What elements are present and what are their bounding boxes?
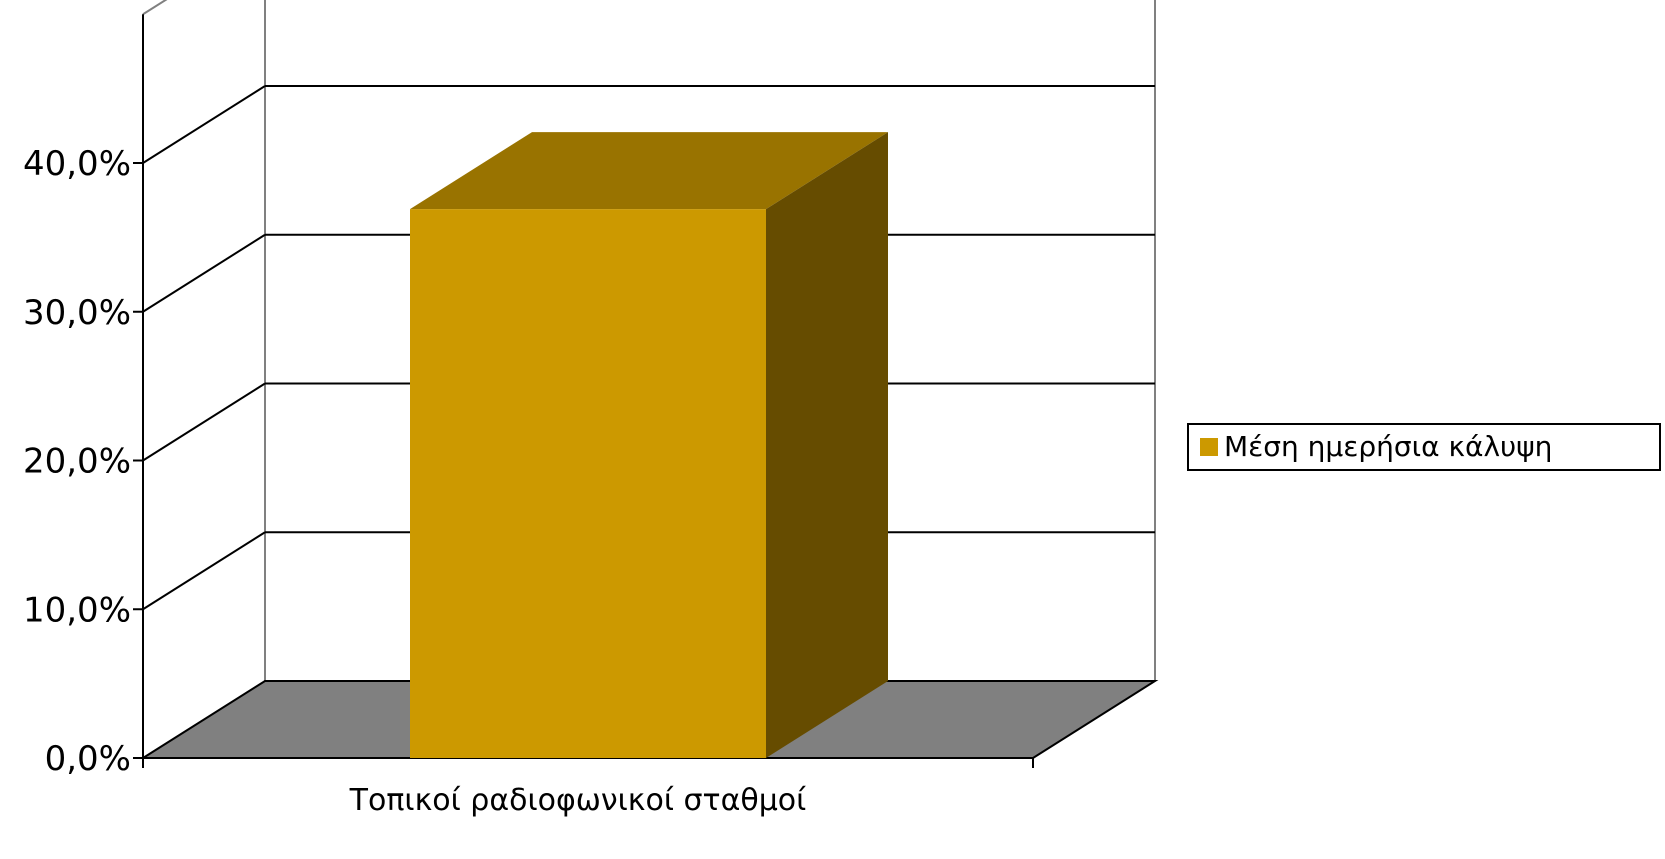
y-tick-label: 20,0% [23,442,131,482]
gridline-side [142,85,266,164]
legend: Μέση ημερήσια κάλυψη [1187,423,1661,471]
data-label: 36,9% [601,0,734,4]
bars [410,132,888,759]
bar-side [766,132,888,759]
left-wall-border [142,0,266,681]
bar-top [410,132,888,210]
gridline-side [142,531,266,611]
chart-walls [142,0,1156,681]
bar [410,209,766,759]
legend-swatch [1200,438,1218,456]
gridline-side [142,382,266,462]
gridline-side [142,233,266,313]
x-category-labels: Τοπικοί ραδιοφωνικοί σταθμοί [349,783,807,818]
legend-label: Μέση ημερήσια κάλυψη [1224,430,1552,463]
y-tick-label: 10,0% [23,590,131,630]
back-wall-border [1154,0,1156,681]
y-tick-label: 0,0% [45,739,131,779]
y-tick-label: 40,0% [23,144,131,184]
x-category-label: Τοπικοί ραδιοφωνικοί σταθμοί [349,783,807,818]
y-tick-labels: 0,0% 10,0% 20,0% 30,0% 40,0% [23,144,131,779]
data-labels: 36,9% [601,0,734,4]
legend-box [1187,423,1661,471]
y-tick-label: 30,0% [23,293,131,333]
